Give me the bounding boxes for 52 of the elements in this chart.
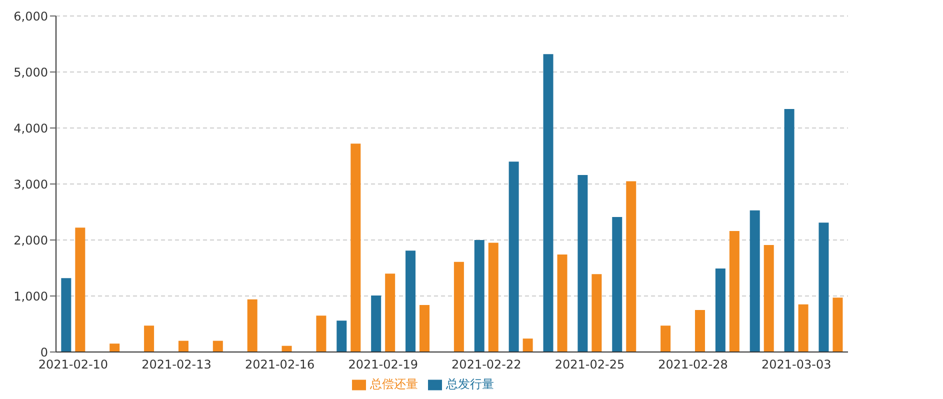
- bar: [336, 320, 347, 352]
- bar: [350, 144, 361, 352]
- x-tick-label: 2021-02-19: [348, 358, 418, 372]
- bar: [488, 242, 498, 352]
- bar: [557, 254, 568, 352]
- bar: [406, 250, 416, 352]
- bar: [626, 181, 636, 352]
- bar: [178, 340, 188, 352]
- x-tick-label: 2021-02-28: [658, 358, 728, 372]
- bar: [212, 340, 223, 352]
- x-tick-label: 2021-02-13: [142, 358, 212, 372]
- bar: [508, 162, 519, 352]
- bar: [612, 217, 622, 352]
- x-tick-label: 2021-03-03: [761, 358, 832, 372]
- bar: [385, 274, 396, 352]
- bar: [750, 210, 760, 352]
- legend-label: 总发行量: [446, 377, 494, 391]
- legend-label: 总偿还量: [370, 377, 418, 391]
- bar: [715, 268, 726, 352]
- bar: [474, 240, 484, 352]
- x-tick-label: 2021-02-10: [38, 358, 108, 372]
- y-tick-label: 0: [40, 345, 48, 360]
- y-tick-label: 5,000: [14, 65, 48, 80]
- bar: [454, 262, 464, 352]
- bar: [578, 175, 588, 352]
- x-tick-label: 2021-02-16: [244, 358, 315, 372]
- bar: [61, 278, 72, 352]
- bar: [522, 338, 533, 352]
- bar: [75, 228, 86, 352]
- y-tick-label: 4,000: [14, 121, 48, 136]
- bar: [110, 344, 120, 352]
- y-tick-label: 1,000: [14, 289, 48, 304]
- x-tick-label: 2021-02-22: [452, 358, 522, 372]
- y-tick-label: 3,000: [14, 177, 48, 192]
- bar: [247, 299, 258, 352]
- bar: [764, 245, 774, 352]
- bar: [798, 304, 808, 352]
- bar: [592, 274, 602, 352]
- bar: [818, 222, 829, 352]
- y-tick-label: 2,000: [14, 233, 48, 248]
- bar: [420, 304, 430, 352]
- bar: [729, 231, 740, 352]
- bar: [371, 295, 382, 352]
- bar: [144, 326, 154, 352]
- x-tick-label: 2021-02-25: [554, 358, 625, 372]
- bar: [316, 316, 326, 352]
- y-tick-label: 6,000: [14, 9, 48, 24]
- bar: [694, 310, 705, 352]
- bar: [784, 108, 794, 352]
- bar: [832, 298, 843, 352]
- bar: [543, 54, 554, 352]
- bar: [660, 326, 671, 352]
